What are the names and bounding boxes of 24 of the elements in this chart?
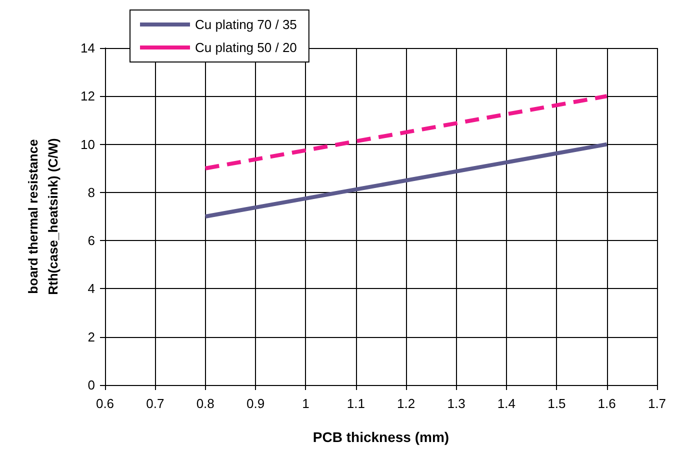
y-tick-label: 0 [88, 378, 95, 392]
x-tick-label: 0.6 [96, 396, 114, 411]
legend-label: Cu plating 50 / 20 [195, 40, 297, 55]
y-tick-label: 12 [80, 88, 95, 104]
y-tick-label: 4 [88, 281, 95, 296]
y-tick-label: 2 [88, 329, 95, 344]
y-tick-label: 6 [88, 233, 95, 248]
y-tick-label: 8 [88, 184, 95, 200]
y-tick-label: 14 [80, 40, 95, 56]
x-tick-label: 1.2 [397, 396, 416, 411]
x-tick-label: 1.5 [548, 396, 566, 411]
y-axis-title: board thermal resistance Rth(case_heatsink) (C/W) [26, 138, 60, 295]
x-tick-label: 1.1 [346, 396, 365, 411]
x-tick-label: 0.7 [146, 396, 164, 411]
legend-label: Cu plating 70 / 35 [195, 17, 297, 32]
x-axis-title: PCB thickness (mm) [312, 429, 450, 445]
x-tick-label: 1.7 [648, 396, 666, 411]
x-tick-label: 0.8 [196, 396, 214, 411]
x-tick-label: 1 [302, 396, 310, 411]
x-tick-label: 1.4 [497, 396, 516, 411]
y-tick-label: 10 [80, 136, 95, 152]
x-tick-label: 1.6 [598, 396, 616, 411]
x-tick-label: 1.3 [447, 396, 466, 411]
x-tick-label: 0.9 [246, 396, 265, 411]
